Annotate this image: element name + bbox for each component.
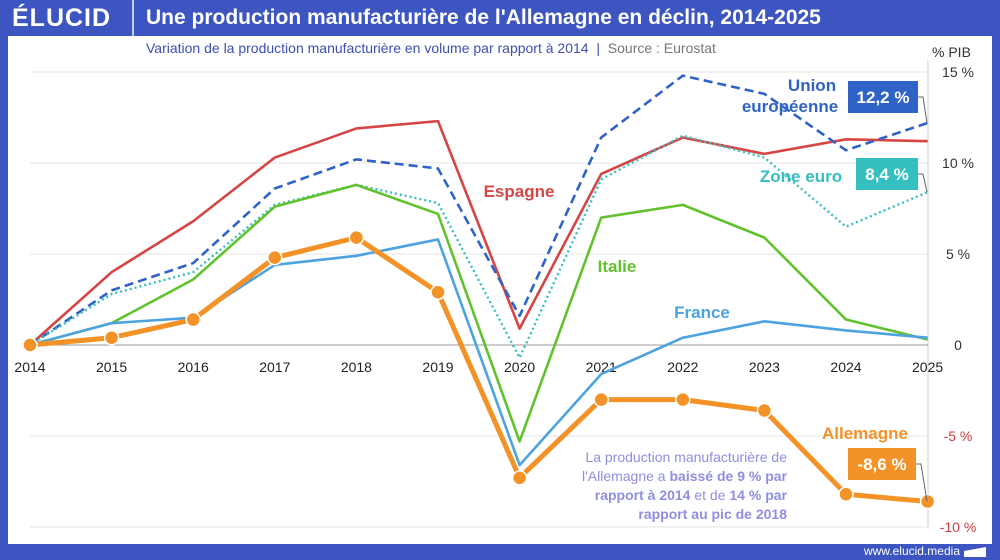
end-value-label: -8,6 % — [857, 455, 906, 474]
y-unit: % PIB — [932, 44, 971, 60]
series-line-italie — [29, 183, 928, 443]
series-label-allemagne: Allemagne — [822, 424, 908, 443]
note-text: La production manufacturière de l'Allema… — [581, 449, 787, 484]
data-point — [430, 284, 446, 300]
leader-line — [916, 463, 928, 502]
x-tick-label: 2017 — [259, 359, 290, 375]
end-value-box — [856, 158, 918, 190]
source: Source : Eurostat — [607, 40, 716, 56]
data-point — [267, 249, 283, 266]
end-value-label: 8,4 % — [865, 165, 908, 184]
series-label-zone-euro: Zone euro — [760, 167, 842, 186]
end-value-box — [848, 448, 916, 480]
data-point — [675, 391, 691, 408]
header: ÉLUCID Une production manufacturière de … — [0, 0, 1000, 36]
y-tick-label: 0 — [954, 337, 962, 353]
x-tick-label: 2019 — [422, 359, 453, 375]
x-tick-label: 2025 — [912, 359, 943, 375]
note-bold: baissé de 9 % — [669, 468, 762, 484]
y-tick-label: -5 % — [944, 428, 973, 444]
y-tick-label: 10 % — [942, 155, 974, 171]
x-tick-label: 2016 — [178, 359, 209, 375]
series-line-union-européenne — [29, 74, 929, 347]
series-label-europeenne: européenne — [742, 97, 838, 116]
note-text: et de — [690, 487, 730, 503]
data-point — [348, 229, 365, 246]
series-label-italie: Italie — [598, 257, 637, 276]
chart-title: Une production manufacturière de l'Allem… — [146, 6, 821, 29]
note-bold: par rapport au pic de 2018 — [638, 487, 787, 522]
y-tick-label: 15 % — [942, 64, 974, 80]
data-point — [511, 470, 528, 486]
data-point — [838, 486, 854, 502]
data-point — [756, 402, 773, 419]
data-point — [593, 391, 609, 408]
subtitle: Variation de la production manufacturièr… — [146, 40, 716, 56]
note-bold: par rapport à 2014 — [594, 468, 787, 503]
data-point — [22, 337, 38, 353]
logo-mark-icon — [964, 547, 986, 557]
end-value-label: 12,2 % — [857, 88, 910, 107]
series-line-espagne — [29, 119, 928, 346]
y-tick-label: 5 % — [946, 246, 970, 262]
x-tick-label: 2023 — [749, 359, 780, 375]
x-tick-label: 2015 — [96, 359, 127, 375]
note-bold: 14 % — [729, 487, 762, 503]
data-point — [103, 329, 120, 346]
divider — [132, 0, 134, 36]
series-line-zone-euro — [29, 134, 929, 359]
x-tick-label: 2020 — [504, 359, 535, 375]
x-tick-label: 2022 — [667, 359, 698, 375]
end-value-box — [848, 81, 918, 113]
annotation: La production manufacturière de l'Allema… — [560, 448, 787, 524]
leader-line — [918, 96, 928, 124]
x-tick-label: 2024 — [830, 359, 861, 375]
logo: ÉLUCID — [12, 4, 112, 32]
x-tick-label: 2021 — [586, 359, 617, 375]
x-tick-label: 2018 — [341, 359, 372, 375]
series-label-france: France — [674, 303, 730, 322]
subtitle-text: Variation de la production manufacturièr… — [146, 40, 589, 56]
leader-line — [918, 173, 928, 193]
series-label-union: Union — [788, 76, 836, 95]
data-point — [919, 493, 936, 510]
series-line-allemagne — [29, 235, 928, 505]
series-line-france — [29, 238, 928, 467]
series-label-espagne: Espagne — [484, 182, 555, 201]
data-point — [185, 311, 201, 328]
y-tick-label: -10 % — [940, 519, 977, 535]
x-tick-label: 2014 — [14, 359, 45, 375]
footer-url[interactable]: www.elucid.media — [863, 544, 960, 558]
